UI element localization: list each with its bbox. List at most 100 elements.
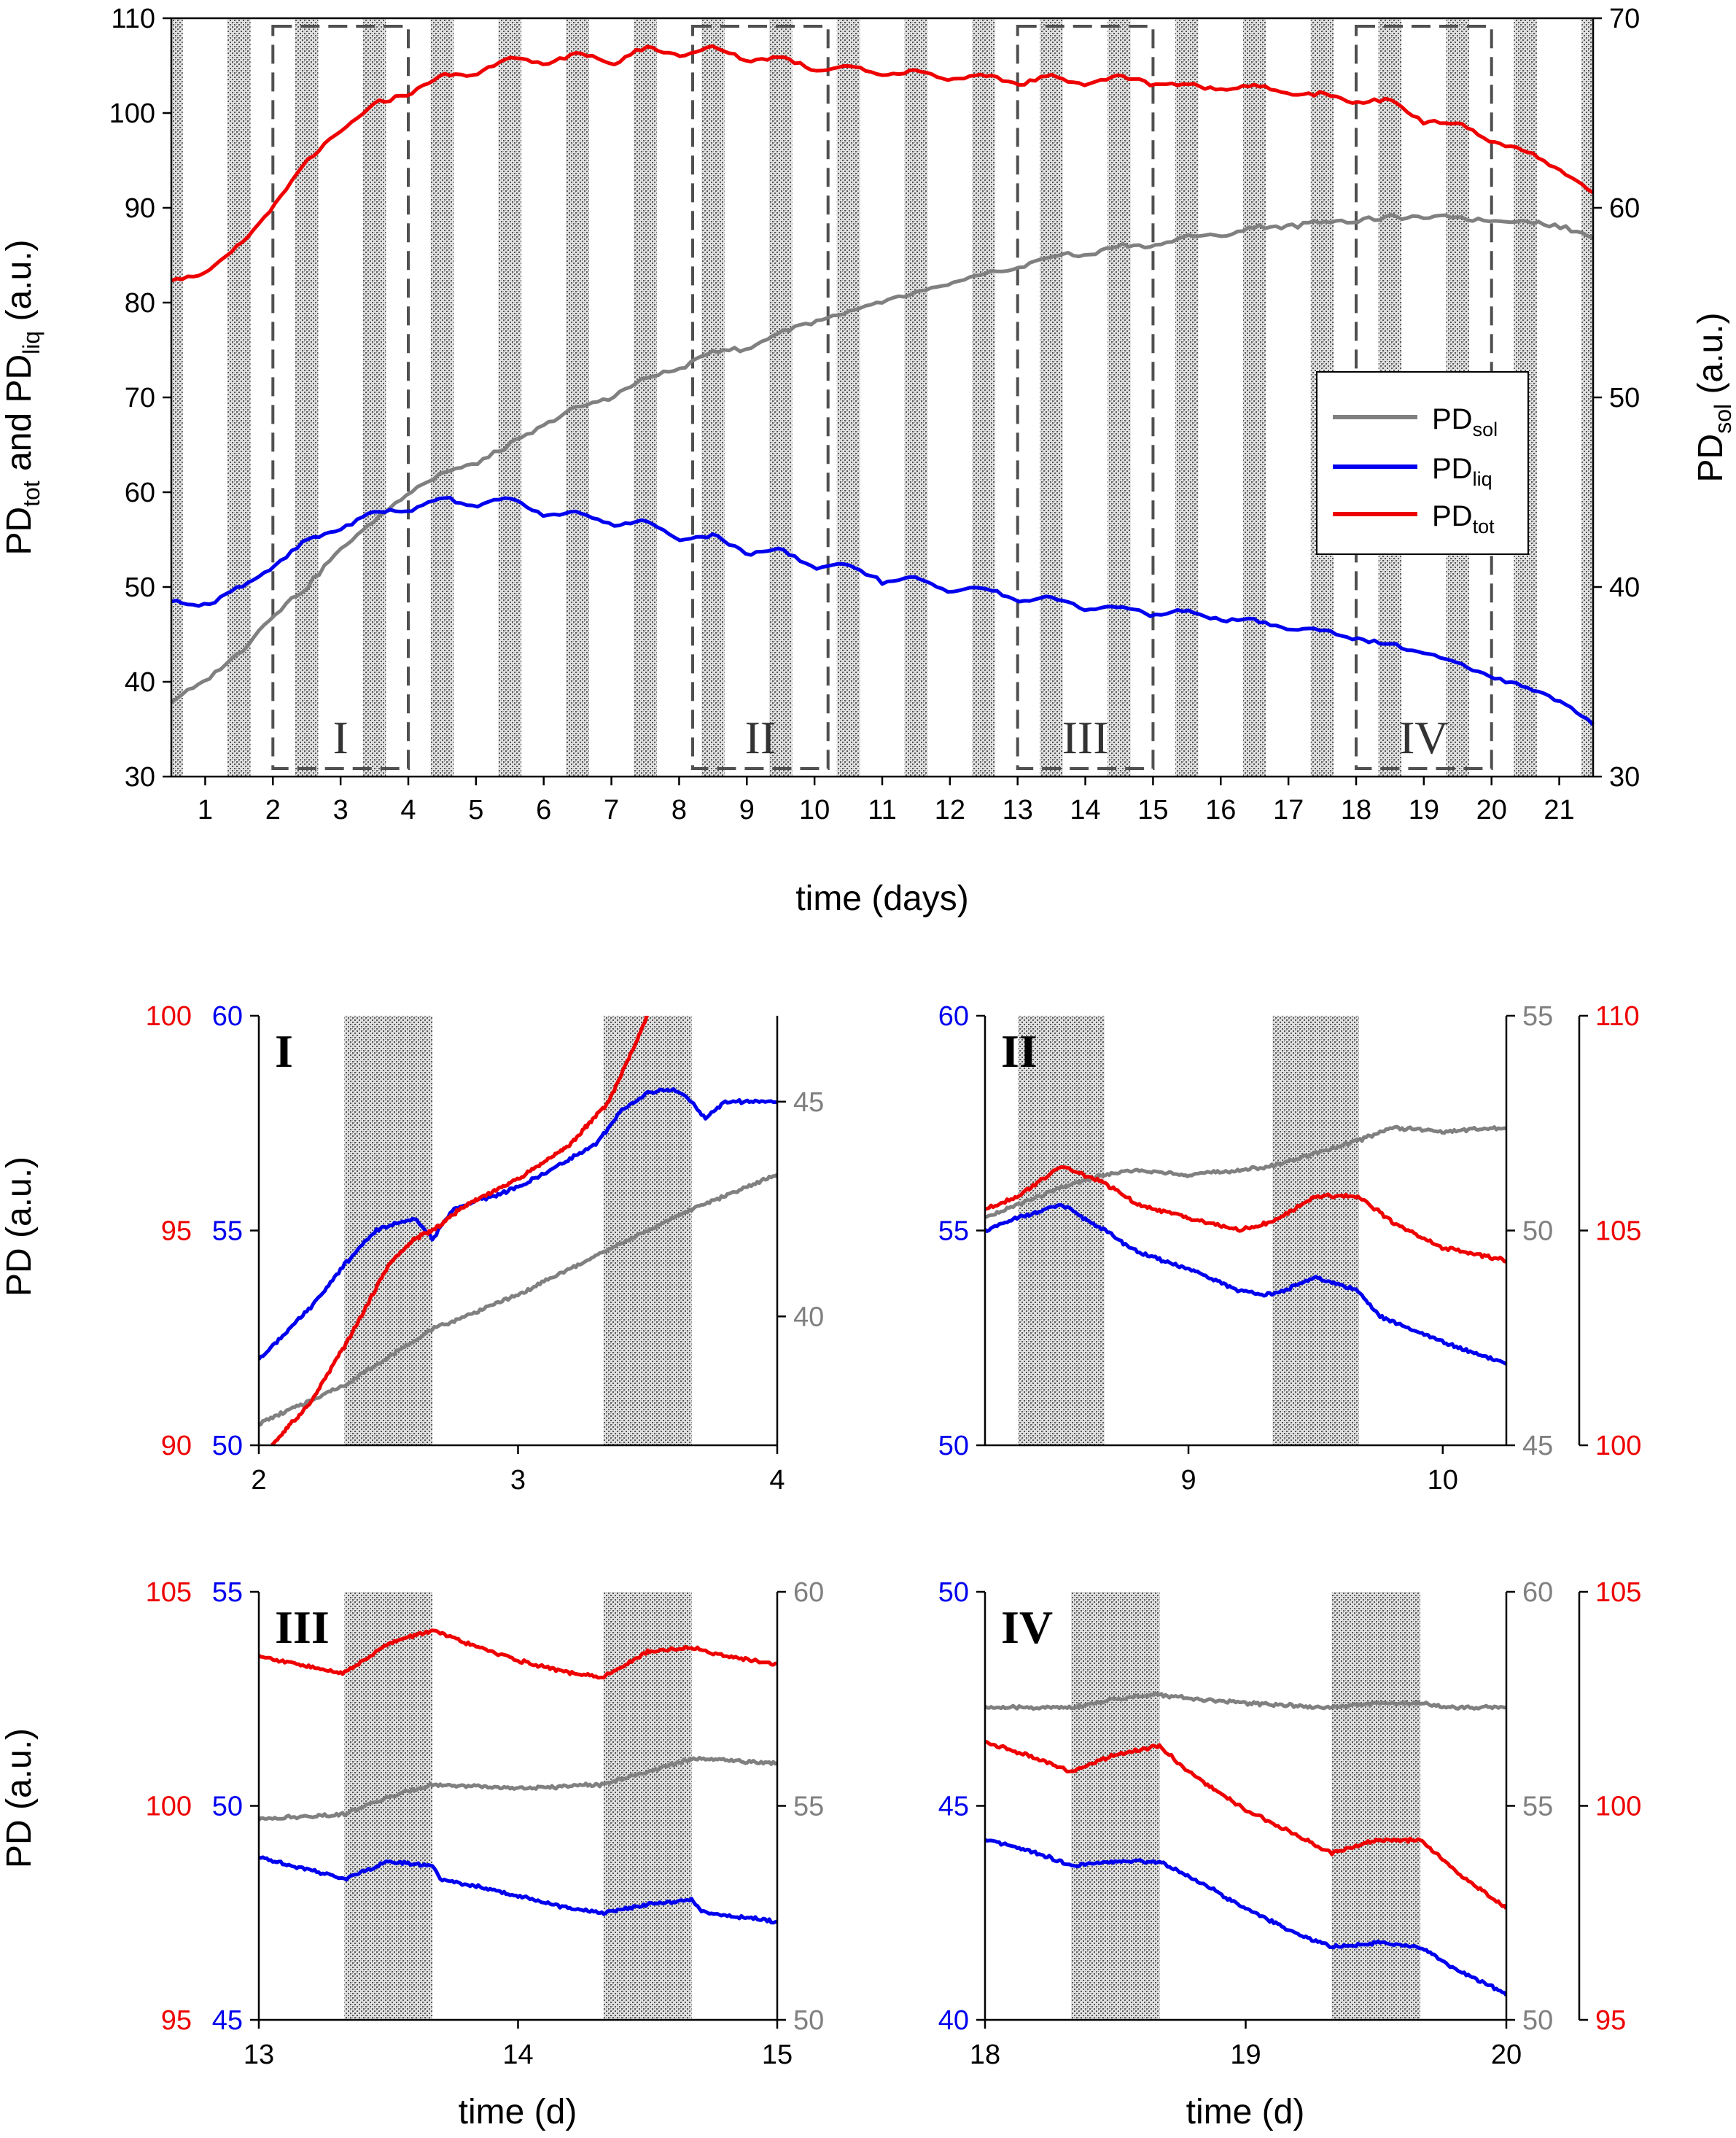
left-inner-y-tick-label: 50 <box>212 1792 243 1822</box>
main-zoom-boxes: I II III IV <box>271 25 1493 770</box>
zoom-box-label: III <box>1062 712 1109 763</box>
legend-item-pd-tot: PDtot <box>1333 500 1495 537</box>
zoom-box-frame <box>1016 25 1155 770</box>
left-outer-y-tick-label: 100 <box>146 1001 192 1032</box>
zoom-box-III: III <box>1016 25 1155 770</box>
series-line-pd-tot <box>985 1165 1506 1264</box>
left-inner-y-tick-label: 60 <box>212 1001 243 1032</box>
left-y-tick-label: 80 <box>125 288 155 319</box>
dark-period-band <box>430 18 454 777</box>
x-tick-label: 16 <box>1205 795 1236 825</box>
dark-period-band <box>1070 1592 1160 2020</box>
right-outer-y-tick-label: 110 <box>1595 1001 1640 1032</box>
panel-label: IV <box>1001 1601 1053 1653</box>
series-line-pd-liq <box>259 1855 777 1925</box>
x-tick-label: 18 <box>970 2040 1000 2070</box>
right-outer-y-tick-label: 105 <box>1595 1577 1641 1608</box>
right-inner-y-tick-label: 45 <box>1522 1431 1553 1461</box>
x-tick-label: 17 <box>1273 795 1304 825</box>
right-outer-y-tick-label: 95 <box>1595 2005 1626 2036</box>
panel-label: III <box>275 1601 330 1653</box>
x-tick-label: 7 <box>604 795 619 825</box>
dark-period-band <box>1175 18 1199 777</box>
x-tick-label: 4 <box>400 795 416 825</box>
x-tick-label: 8 <box>672 795 687 825</box>
main-x-axis-label: time (days) <box>795 879 968 918</box>
dark-period-band <box>1108 18 1131 777</box>
series-lines <box>259 1628 777 1925</box>
right-y-tick-label: 40 <box>1609 572 1640 603</box>
left-outer-y-tick-label: 50 <box>938 1577 969 1608</box>
panel-iv-x-axis-label: time (d) <box>1186 2093 1305 2131</box>
x-tick-label: 18 <box>1341 795 1371 825</box>
right-inner-y-tick-label: 50 <box>793 2005 824 2036</box>
left-inner-y-tick-label: 50 <box>212 1431 243 1461</box>
main-chart-panel: I II III IV 1 2 3 4 5 6 7 8 9 10 11 12 13 14 15 16 17 18 19 20… <box>0 4 1736 918</box>
dark-period-band <box>344 1016 433 1445</box>
panel-iii-x-axis-label: time (d) <box>459 2093 577 2131</box>
left-y-tick-label: 60 <box>125 478 155 508</box>
dark-period-band <box>171 18 183 777</box>
left-outer-y-tick-label: 60 <box>938 1001 969 1032</box>
legend-label-pd-liq: PDliq <box>1432 453 1492 490</box>
series-line-pd-sol <box>985 1124 1506 1219</box>
x-tick-label: 14 <box>502 2040 533 2070</box>
dark-period-band <box>768 18 793 777</box>
right-inner-y-tick-label: 40 <box>793 1302 824 1332</box>
main-axis-ticks: 1 2 3 4 5 6 7 8 9 10 11 12 13 14 15 16 17 18 19 20 213040506… <box>109 4 1640 825</box>
dark-period-band <box>972 18 996 777</box>
dark-period-band <box>1242 18 1266 777</box>
main-legend: PDsol PDliq PDtot <box>1316 371 1529 555</box>
x-tick-label: 10 <box>799 795 830 825</box>
zoom-box-label: II <box>745 712 776 763</box>
series-line-pd-tot <box>270 1016 650 1445</box>
x-tick-label: 3 <box>510 1465 526 1496</box>
series-line-pd-sol <box>259 1173 777 1427</box>
right-outer-y-tick-label: 105 <box>1595 1216 1641 1247</box>
zoom-box-IV: IV <box>1355 25 1493 770</box>
zoom-box-I: I <box>271 25 410 770</box>
panel-label: I <box>275 1025 293 1077</box>
left-y-tick-label: 110 <box>111 4 155 34</box>
x-tick-label: 1 <box>198 795 213 825</box>
panel-label: II <box>1001 1025 1038 1077</box>
x-tick-label: 6 <box>536 795 551 825</box>
x-tick-label: 15 <box>1137 795 1168 825</box>
dark-period-band <box>836 18 860 777</box>
series-line-pd-sol <box>985 1691 1506 1711</box>
dark-period-band <box>566 18 589 777</box>
panel-iii-y-axis-label: PD (a.u.) <box>0 1728 39 1868</box>
series-line-pd-tot <box>985 1739 1506 1910</box>
dark-period-band <box>295 18 319 777</box>
right-outer-y-tick-label: 100 <box>1595 1431 1641 1461</box>
x-tick-label: 15 <box>762 2040 793 2070</box>
series-line-pd-liq <box>985 1202 1506 1366</box>
x-tick-label: 19 <box>1230 2040 1261 2070</box>
zoom-box-frame <box>691 25 830 770</box>
legend-item-pd-sol: PDsol <box>1333 403 1498 440</box>
left-outer-y-tick-label: 95 <box>161 1216 192 1247</box>
x-tick-label: 5 <box>468 795 483 825</box>
series-lines <box>985 1691 1506 1997</box>
dark-period-band <box>1018 1016 1105 1445</box>
panel-i-y-axis-label: PD (a.u.) <box>0 1157 39 1297</box>
left-outer-y-tick-label: 40 <box>938 2005 969 2036</box>
x-tick-label: 13 <box>244 2040 274 2070</box>
dark-period-band <box>904 18 928 777</box>
x-tick-label: 11 <box>868 795 896 825</box>
dark-period-band <box>1331 1592 1421 2020</box>
left-y-tick-label: 40 <box>125 667 155 698</box>
legend-label-pd-tot: PDtot <box>1432 500 1495 537</box>
series-lines <box>259 1016 777 1445</box>
right-inner-y-tick-label: 60 <box>1522 1577 1553 1608</box>
x-tick-label: 9 <box>739 795 755 825</box>
legend-item-pd-liq: PDliq <box>1333 453 1492 490</box>
left-y-tick-label: 90 <box>125 193 155 224</box>
dark-period-band <box>344 1592 433 2020</box>
left-outer-y-tick-label: 50 <box>938 1431 969 1461</box>
panel-ii: 9 10 50 55 60 45 50 55 100 105 110 II <box>938 1001 1642 1496</box>
x-tick-label: 2 <box>265 795 281 825</box>
left-outer-y-tick-label: 105 <box>146 1577 192 1608</box>
series-line-pd-liq <box>171 496 1595 726</box>
